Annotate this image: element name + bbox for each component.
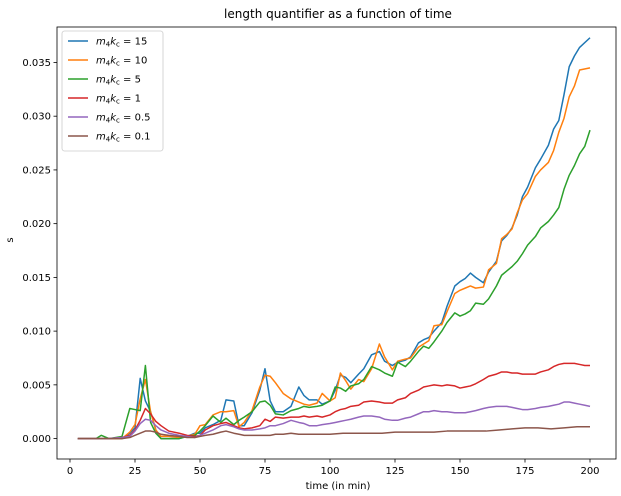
- y-axis: 0.000 0.005 0.010 0.015 0.020 0.025 0.030 0.035: [22, 58, 57, 445]
- x-tick-label: 200: [580, 466, 599, 477]
- legend-box: [61, 30, 164, 152]
- legend-label-part: 4: [106, 135, 111, 143]
- series-layer: [77, 37, 591, 440]
- legend-label-part: k: [110, 75, 117, 86]
- legend-label-part: 4: [106, 40, 111, 48]
- x-tick-label: 0: [67, 466, 73, 477]
- y-axis-title: s: [5, 237, 16, 242]
- legend-label-part: = 15: [120, 37, 147, 48]
- legend-label-part: c: [116, 97, 120, 105]
- legend-label-part: c: [116, 116, 120, 124]
- series-line-3: [77, 362, 590, 440]
- legend-label-part: = 0.1: [120, 132, 151, 143]
- legend-label-part: = 1: [120, 94, 141, 105]
- x-tick-label: 25: [129, 466, 142, 477]
- legend-label-part: k: [110, 132, 117, 143]
- legend-label-part: k: [110, 113, 117, 124]
- x-tick-label: 125: [385, 466, 404, 477]
- series-line-5: [77, 426, 590, 440]
- x-tick-label: 50: [194, 466, 207, 477]
- y-tick-label: 0.025: [22, 165, 51, 176]
- legend-label-part: c: [116, 78, 120, 86]
- legend-label-part: 4: [106, 59, 111, 67]
- y-tick-label: 0.015: [22, 273, 51, 284]
- legend-label-part: m: [96, 56, 106, 67]
- legend-label-part: = 0.5: [120, 113, 151, 124]
- y-tick-label: 0.020: [22, 219, 51, 230]
- legend-label-part: k: [110, 56, 117, 67]
- legend-label-part: m: [96, 75, 106, 86]
- chart-title: length quantifier as a function of time: [224, 7, 452, 21]
- legend-label-part: 4: [106, 78, 111, 86]
- legend-label-1: m4kc = 10: [96, 56, 147, 68]
- series-line-2: [77, 129, 591, 440]
- legend-label-0: m4kc = 15: [96, 37, 147, 49]
- legend-label-part: c: [116, 135, 120, 143]
- legend-label-part: c: [116, 59, 120, 67]
- legend-label-part: k: [110, 37, 117, 48]
- legend-label-5: m4kc = 0.1: [96, 132, 151, 144]
- y-tick-label: 0.000: [22, 434, 51, 445]
- legend-label-part: m: [96, 113, 106, 124]
- legend-label-part: 4: [106, 97, 111, 105]
- legend-label-part: 4: [106, 116, 111, 124]
- legend-label-part: k: [110, 94, 117, 105]
- x-tick-label: 75: [259, 466, 272, 477]
- y-tick-label: 0.030: [22, 112, 51, 123]
- y-tick-label: 0.035: [22, 58, 51, 69]
- legend-label-part: c: [116, 40, 120, 48]
- series-line-4: [77, 401, 591, 440]
- legend-label-2: m4kc = 5: [96, 75, 141, 87]
- y-tick-label: 0.010: [22, 327, 51, 338]
- legend-label-part: m: [96, 132, 106, 143]
- x-tick-label: 100: [320, 466, 339, 477]
- plot-frame: [56, 26, 617, 460]
- x-tick-label: 150: [450, 466, 469, 477]
- legend-label-part: m: [96, 37, 106, 48]
- legend-label-part: = 5: [120, 75, 141, 86]
- legend-label-part: = 10: [120, 56, 147, 67]
- x-tick-label: 175: [515, 466, 534, 477]
- legend-label-3: m4kc = 1: [96, 94, 141, 106]
- x-axis: 0 25 50 75 100 125 150 175 200: [67, 459, 600, 477]
- legend-label-4: m4kc = 0.5: [96, 113, 151, 125]
- y-tick-label: 0.005: [22, 380, 51, 391]
- legend-label-part: m: [96, 94, 106, 105]
- x-axis-title: time (in min): [306, 481, 371, 492]
